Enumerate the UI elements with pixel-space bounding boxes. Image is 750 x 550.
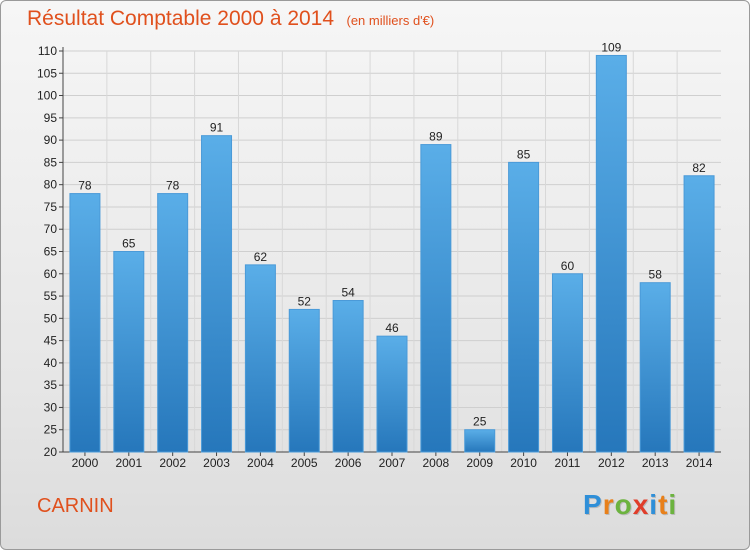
x-tick-label-2009: 2009 <box>466 456 493 470</box>
bar-2012 <box>595 54 627 453</box>
y-tick-label: 80 <box>44 178 58 192</box>
y-tick-label: 95 <box>44 111 58 125</box>
value-label-2008: 89 <box>429 130 443 144</box>
chart-title: Résultat Comptable 2000 à 2014 (en milli… <box>27 7 434 31</box>
value-label-2001: 65 <box>122 237 136 251</box>
bar-2009 <box>464 429 496 453</box>
chart-title-main: Résultat Comptable 2000 à 2014 <box>27 7 335 30</box>
value-label-2002: 78 <box>166 179 180 193</box>
x-tick-label-2012: 2012 <box>598 456 625 470</box>
y-tick-label: 25 <box>44 423 58 437</box>
value-label-2000: 78 <box>78 179 92 193</box>
value-label-2009: 25 <box>473 415 487 429</box>
value-label-2014: 82 <box>692 161 706 175</box>
x-tick-label-2005: 2005 <box>291 456 318 470</box>
x-tick-label-2006: 2006 <box>335 456 362 470</box>
x-tick-label-2011: 2011 <box>555 456 581 470</box>
y-tick-label: 70 <box>44 222 58 236</box>
y-tick-label: 50 <box>44 311 58 325</box>
value-label-2013: 58 <box>649 268 663 282</box>
logo-letter: P <box>583 489 603 520</box>
value-label-2010: 85 <box>517 147 531 161</box>
x-tick-label-2014: 2014 <box>686 456 713 470</box>
bar-2000 <box>69 193 101 453</box>
value-label-2012: 109 <box>601 40 621 54</box>
y-tick-label: 110 <box>38 44 57 58</box>
bar-2004 <box>244 264 276 453</box>
bar-2006 <box>332 300 364 453</box>
value-label-2005: 52 <box>298 294 312 308</box>
commune-name: CARNIN <box>37 495 114 517</box>
y-tick-label: 65 <box>44 245 58 259</box>
bar-2005 <box>288 308 320 453</box>
value-labels: 78 65 78 91 62 52 54 46 89 25 85 60 109 58 82 <box>78 40 706 428</box>
x-tick-label-2007: 2007 <box>379 456 406 470</box>
x-tick-label-2002: 2002 <box>159 456 186 470</box>
value-label-2011: 60 <box>561 259 575 273</box>
bar-2003 <box>201 135 233 453</box>
logo-letter: i <box>668 489 678 520</box>
x-tick-label-2010: 2010 <box>510 456 537 470</box>
logo-letter: i <box>649 489 659 520</box>
bar-2008 <box>420 144 452 453</box>
x-tick-label-2008: 2008 <box>423 456 450 470</box>
bar-2014 <box>683 175 715 453</box>
x-tick-label-2013: 2013 <box>642 456 669 470</box>
y-tick-label: 40 <box>44 356 58 370</box>
proxiti-logo: Proxiti <box>583 489 677 521</box>
logo-letter: r <box>602 489 615 520</box>
y-tick-label: 60 <box>44 267 58 281</box>
y-tick-label: 55 <box>44 289 58 303</box>
y-tick-label: 45 <box>44 334 58 348</box>
bar-2007 <box>376 335 408 453</box>
logo-letter: x <box>632 489 650 520</box>
logo-letter: t <box>658 489 669 520</box>
y-tick-label: 100 <box>37 89 57 103</box>
logo-letter: o <box>614 489 633 520</box>
x-tick-label-2003: 2003 <box>203 456 230 470</box>
y-tick-label: 90 <box>44 133 58 147</box>
value-label-2004: 62 <box>254 250 268 264</box>
bar-2002 <box>157 193 189 453</box>
x-tick-label-2004: 2004 <box>247 456 274 470</box>
bar-2011 <box>551 273 583 453</box>
y-tick-label: 85 <box>44 155 58 169</box>
x-tick-label-2001: 2001 <box>115 456 142 470</box>
y-tick-label: 105 <box>37 66 57 80</box>
y-tick-label: 75 <box>44 200 58 214</box>
value-label-2007: 46 <box>385 321 399 335</box>
chart-title-unit: (en milliers d'€) <box>346 13 435 28</box>
value-label-2006: 54 <box>341 286 355 300</box>
bars <box>69 54 715 453</box>
bar-2010 <box>508 161 540 453</box>
y-tick-label: 20 <box>44 445 58 459</box>
x-tick-label-2000: 2000 <box>72 456 99 470</box>
bar-2013 <box>639 282 671 453</box>
y-tick-label: 30 <box>44 400 58 414</box>
value-label-2003: 91 <box>210 121 224 135</box>
bar-2001 <box>113 251 145 453</box>
y-tick-label: 35 <box>44 378 58 392</box>
